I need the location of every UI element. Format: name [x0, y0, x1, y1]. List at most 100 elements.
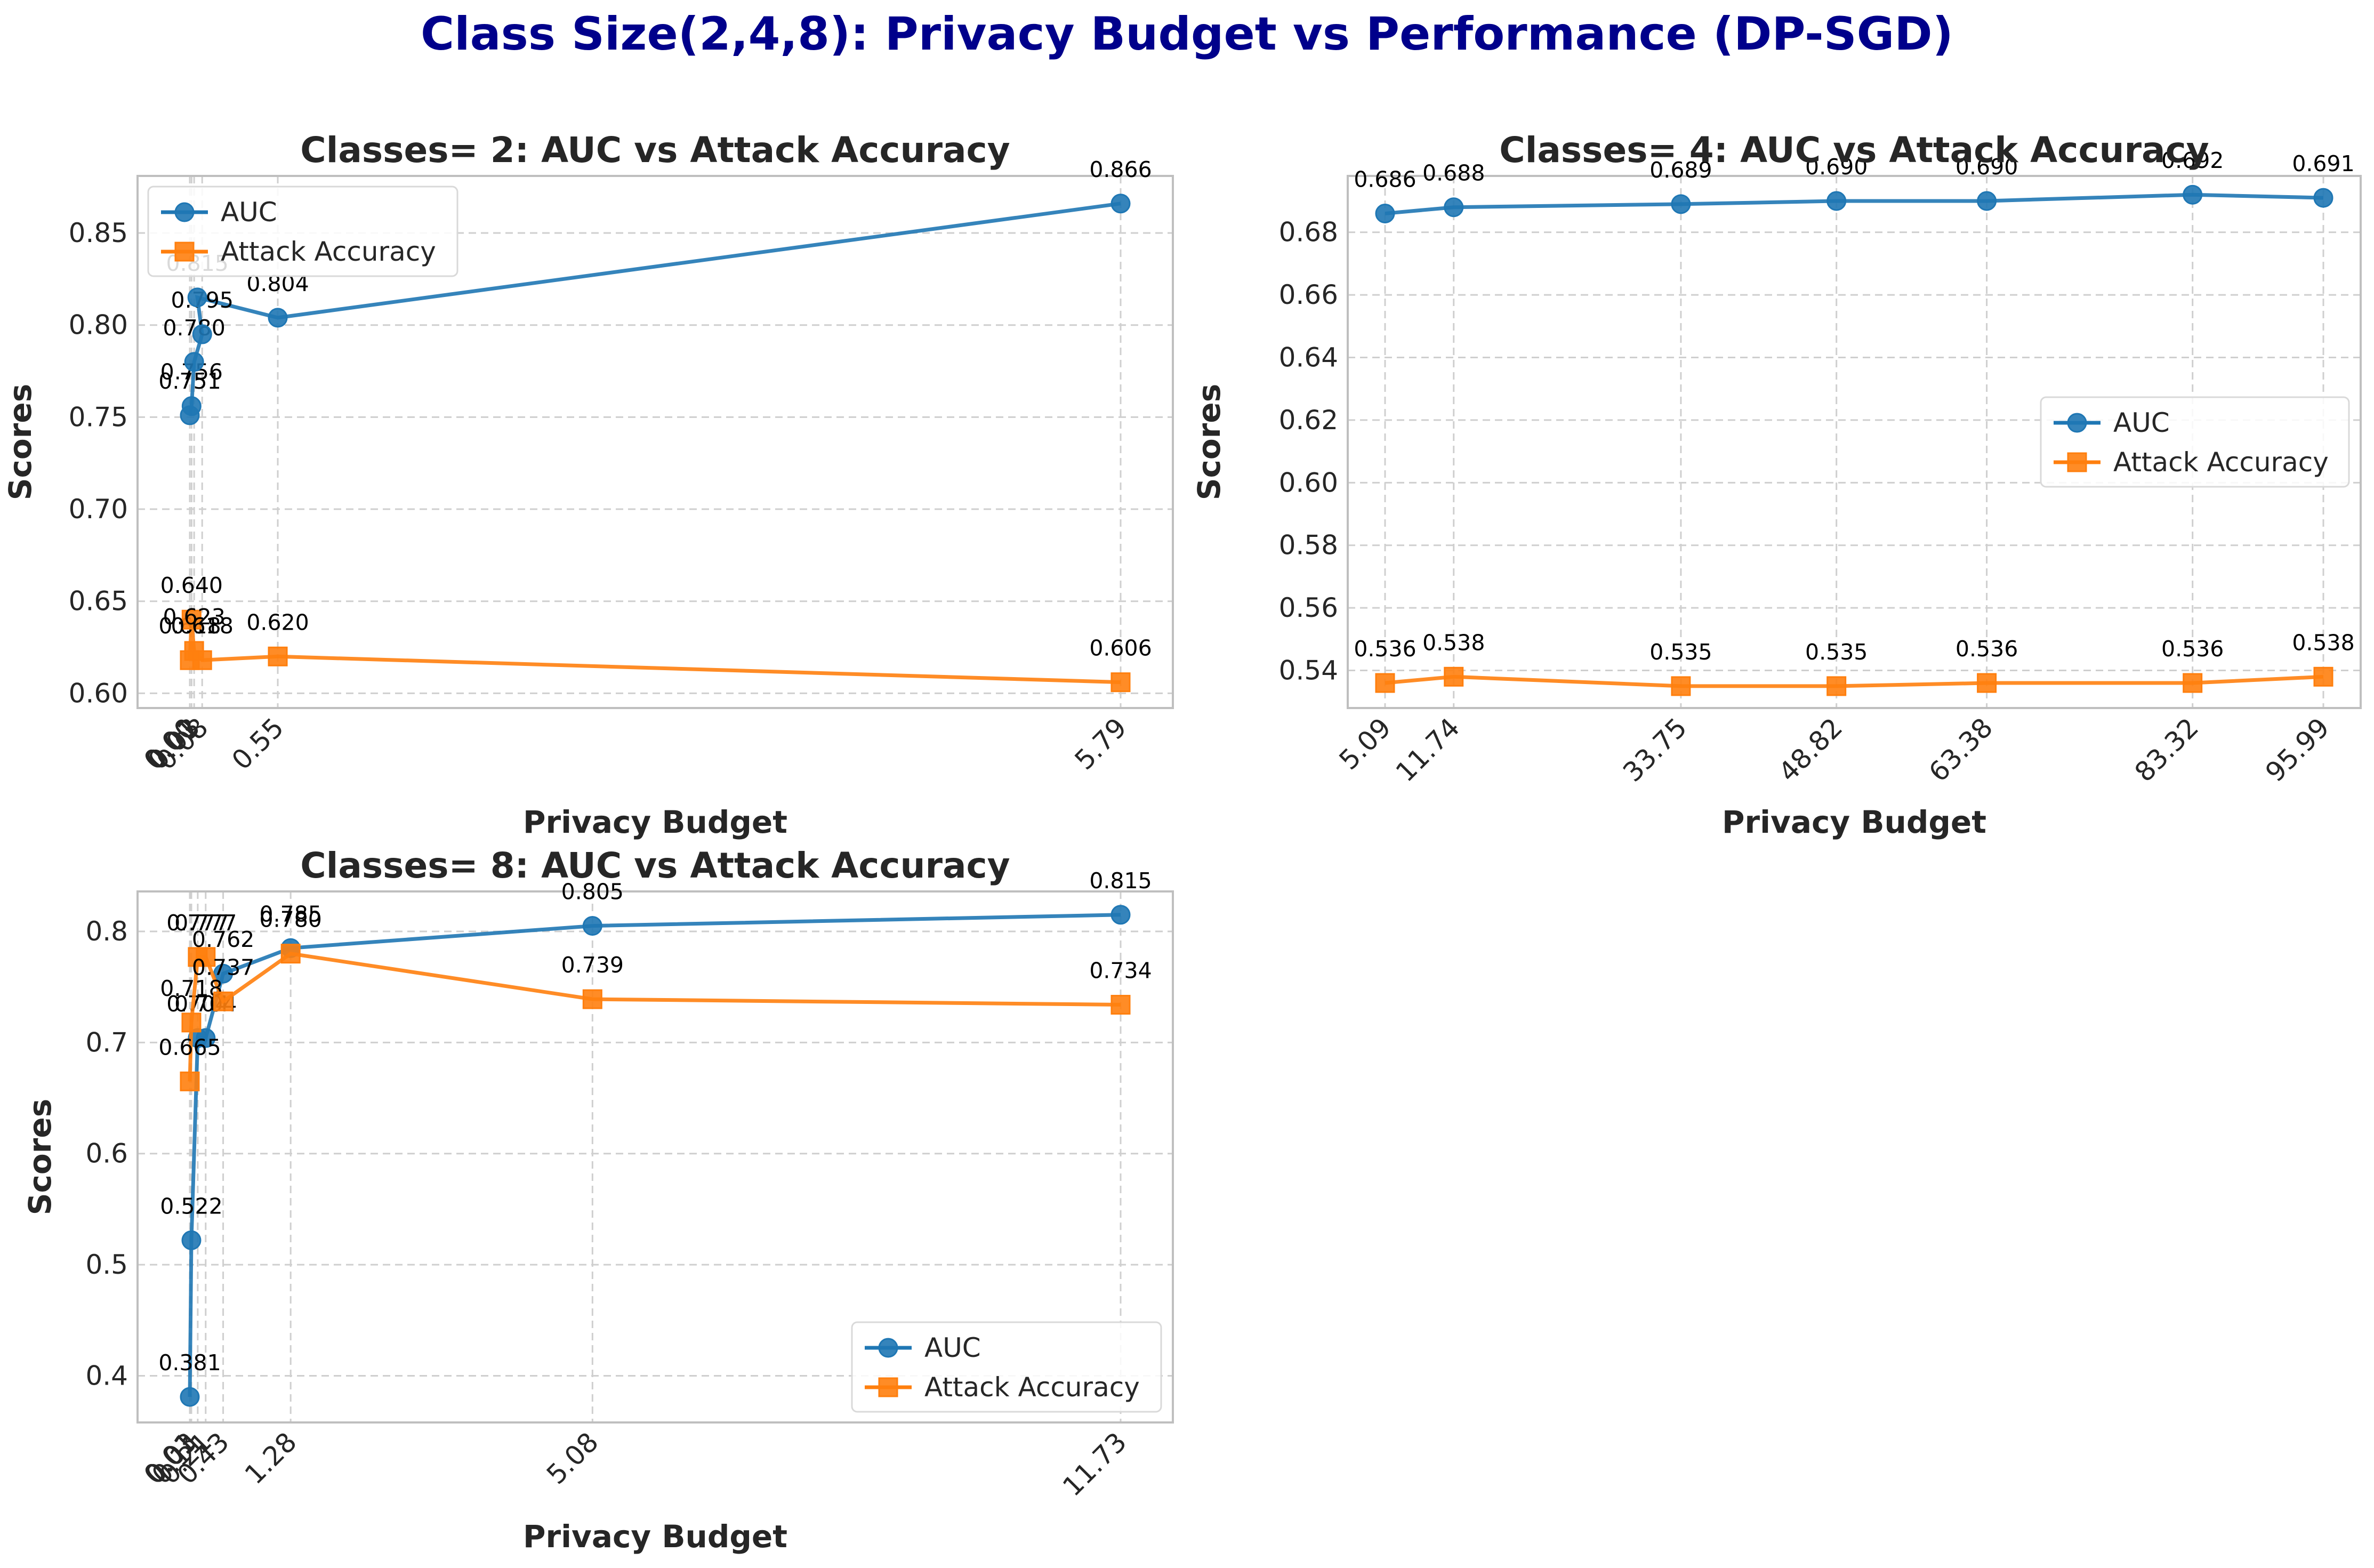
- x-tick-label: 5.08: [541, 1426, 605, 1490]
- data-label: 0.689: [1649, 157, 1712, 183]
- data-label: 0.688: [1422, 160, 1485, 186]
- data-label: 0.690: [1805, 154, 1868, 180]
- attack-accuracy-point: [1671, 676, 1691, 696]
- auc-point: [181, 1230, 202, 1250]
- x-tick-label: 5.09: [1333, 712, 1397, 776]
- y-tick-label: 0.5: [85, 1249, 128, 1280]
- subplot-title: Classes= 8: AUC vs Attack Accuracy: [300, 845, 1010, 886]
- auc-legend-marker: [174, 202, 195, 222]
- attack-accuracy-point: [1110, 672, 1131, 693]
- y-tick-label: 0.7: [85, 1027, 128, 1058]
- auc-point: [1826, 191, 1847, 211]
- legend-label: Attack Accuracy: [924, 1372, 1140, 1403]
- auc-point: [1375, 203, 1395, 223]
- y-tick-label: 0.70: [69, 494, 128, 525]
- legend-box: [147, 186, 458, 277]
- data-label: 0.640: [160, 573, 223, 598]
- x-tick-label: 63.38: [1923, 712, 1999, 787]
- auc-legend-marker: [2067, 413, 2087, 433]
- auc-point: [1444, 197, 1464, 218]
- data-label: 0.866: [1089, 157, 1152, 182]
- attack-accuracy-point: [582, 989, 602, 1009]
- legend-label: AUC: [2113, 407, 2170, 438]
- data-label: 0.536: [1354, 636, 1416, 662]
- y-tick-label: 0.60: [1279, 467, 1338, 498]
- data-label: 0.538: [2292, 630, 2354, 655]
- y-tick-label: 0.75: [69, 401, 128, 432]
- data-label: 0.665: [158, 1034, 221, 1060]
- y-tick-label: 0.68: [1279, 217, 1338, 248]
- attack-accuracy-point: [268, 646, 288, 666]
- data-label: 0.618: [171, 613, 234, 639]
- auc-point: [2313, 188, 2333, 208]
- y-tick-label: 0.58: [1279, 530, 1338, 561]
- y-tick-label: 0.62: [1279, 405, 1338, 436]
- attack-accuracy-point: [181, 1012, 202, 1033]
- data-label: 0.690: [1955, 154, 2018, 180]
- attack-accuracy-point: [1444, 666, 1464, 687]
- auc-legend-marker: [878, 1338, 898, 1358]
- attack-accuracy-point: [1826, 676, 1847, 696]
- plot-frame: [136, 890, 1174, 1424]
- attack-accuracy-legend-marker: [878, 1377, 898, 1397]
- auc-point: [192, 324, 212, 344]
- auc-point: [2183, 184, 2203, 205]
- y-tick-label: 0.66: [1279, 279, 1338, 310]
- auc-point: [1671, 194, 1691, 214]
- data-label: 0.785: [260, 901, 322, 927]
- data-label: 0.623: [163, 604, 225, 630]
- data-label: 0.780: [260, 907, 322, 932]
- attack-accuracy-point: [180, 1071, 200, 1091]
- attack-accuracy-point: [192, 650, 212, 670]
- auc-point: [1110, 905, 1131, 925]
- y-tick-label: 0.64: [1279, 342, 1338, 373]
- data-label: 0.692: [2161, 148, 2224, 173]
- data-label: 0.734: [1089, 958, 1152, 984]
- x-tick-label: 11.73: [1057, 1426, 1132, 1502]
- data-label: 0.536: [2161, 636, 2224, 662]
- data-label: 0.606: [1089, 636, 1152, 661]
- y-tick-label: 0.85: [69, 218, 128, 248]
- x-tick-label: 0.55: [226, 712, 290, 776]
- auc-point: [1110, 194, 1131, 214]
- auc-point: [196, 1028, 216, 1048]
- data-label: 0.691: [2292, 151, 2354, 176]
- plot-frame: [136, 175, 1174, 709]
- attack-accuracy-point: [213, 991, 234, 1011]
- x-tick-label: 48.82: [1773, 712, 1848, 787]
- x-tick-label: 5.79: [1069, 712, 1133, 776]
- auc-point: [184, 352, 204, 372]
- attack-accuracy-legend-marker: [174, 242, 195, 262]
- legend-label: Attack Accuracy: [2113, 447, 2329, 478]
- y-axis-label: Scores: [22, 1099, 58, 1215]
- data-label: 0.522: [160, 1193, 222, 1219]
- legend-box: [2040, 396, 2350, 488]
- y-tick-label: 0.65: [69, 586, 128, 617]
- x-tick-label: 33.75: [1617, 712, 1693, 787]
- x-axis-label: Privacy Budget: [523, 1518, 787, 1555]
- subplot-title: Classes= 4: AUC vs Attack Accuracy: [1499, 130, 2209, 171]
- data-label: 0.620: [246, 609, 309, 635]
- data-label: 0.538: [1422, 630, 1485, 655]
- legend-label: Attack Accuracy: [221, 236, 436, 267]
- auc-point: [268, 308, 288, 328]
- data-label: 0.381: [158, 1350, 221, 1376]
- attack-accuracy-point: [2313, 666, 2333, 687]
- attack-accuracy-legend-marker: [2067, 452, 2087, 472]
- data-label: 0.718: [160, 976, 222, 1001]
- attack-accuracy-point: [181, 609, 202, 630]
- attack-accuracy-point: [196, 947, 216, 967]
- legend-label: AUC: [924, 1332, 981, 1363]
- y-tick-label: 0.80: [69, 310, 128, 341]
- y-tick-label: 0.56: [1279, 592, 1338, 623]
- x-axis-label: Privacy Budget: [523, 804, 787, 840]
- y-tick-label: 0.4: [85, 1360, 128, 1391]
- y-tick-label: 0.6: [85, 1138, 128, 1169]
- legend-label: AUC: [221, 197, 277, 228]
- subplot-title: Classes= 2: AUC vs Attack Accuracy: [300, 130, 1010, 171]
- attack-accuracy-point: [1110, 995, 1131, 1015]
- attack-accuracy-line: [188, 952, 1121, 1082]
- data-label: 0.535: [1649, 639, 1712, 665]
- auc-point: [582, 916, 602, 936]
